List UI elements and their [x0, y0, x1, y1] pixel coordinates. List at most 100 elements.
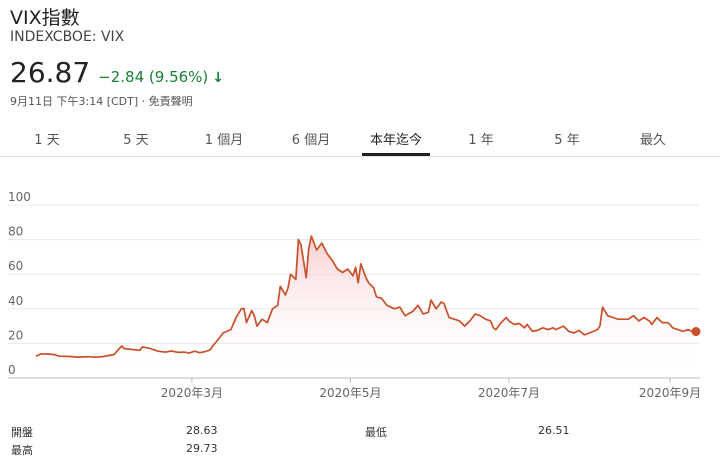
data-point: [479, 315, 481, 317]
data-point: [165, 351, 167, 353]
data-point: [48, 353, 50, 355]
data-point: [394, 308, 396, 310]
data-point: [508, 320, 510, 322]
ticker-symbol: INDEXCBOE: VIX: [10, 29, 125, 45]
data-point: [188, 352, 190, 354]
data-point: [277, 304, 279, 306]
data-point: [230, 329, 232, 331]
data-point: [235, 317, 237, 319]
data-point: [622, 318, 624, 320]
data-point: [602, 306, 604, 308]
data-point: [492, 327, 494, 329]
data-point: [638, 320, 640, 322]
data-point: [453, 318, 455, 320]
data-point: [300, 244, 302, 246]
data-point: [596, 329, 598, 331]
data-point: [183, 351, 185, 353]
data-point: [347, 268, 349, 270]
data-point: [113, 354, 115, 356]
tab-1y[interactable]: 1 年: [468, 133, 494, 148]
data-point: [430, 299, 432, 301]
data-point: [677, 329, 679, 331]
tab-1m[interactable]: 1 個月: [204, 133, 244, 148]
data-point: [131, 349, 133, 351]
y-tick-label: 100: [8, 190, 31, 204]
range-tabs: 1 天 5 天 1 個月 6 個月 本年迄今 1 年 5 年 最久: [0, 123, 720, 157]
data-point: [95, 356, 97, 358]
data-point: [599, 325, 601, 327]
data-point: [178, 351, 180, 353]
y-tick-label: 60: [8, 259, 23, 273]
data-point: [284, 294, 286, 296]
data-point: [222, 332, 224, 334]
tab-5d[interactable]: 5 天: [123, 133, 149, 148]
data-point: [643, 317, 645, 319]
data-point: [240, 308, 242, 310]
data-point: [672, 327, 674, 329]
data-point: [381, 297, 383, 299]
low-label: 最低: [365, 426, 387, 439]
data-point: [404, 315, 406, 317]
data-point: [427, 311, 429, 313]
data-point: [355, 266, 357, 268]
data-point: [121, 345, 123, 347]
data-point: [297, 239, 299, 241]
data-point: [123, 348, 125, 350]
data-point: [287, 287, 289, 289]
data-point: [53, 354, 55, 356]
data-point: [612, 317, 614, 319]
down-arrow-icon: ↓: [212, 70, 224, 86]
price-chart[interactable]: 0 20 40 60 80 100 2020年3月 2020年5月 2020年7月 2020年9…: [0, 190, 720, 410]
open-label: 開盤: [11, 426, 33, 439]
data-point: [253, 315, 255, 317]
tab-5y[interactable]: 5 年: [554, 133, 580, 148]
tab-1d[interactable]: 1 天: [34, 133, 60, 148]
quote-timestamp: 9月11日 下午3:14 [CDT]: [10, 95, 139, 108]
data-point: [669, 323, 671, 325]
data-point: [524, 327, 526, 329]
data-point: [375, 296, 377, 298]
data-point: [435, 308, 437, 310]
data-point: [170, 350, 172, 352]
low-value: 26.51: [538, 424, 570, 437]
tab-max[interactable]: 最久: [639, 133, 667, 148]
tab-6m[interactable]: 6 個月: [291, 133, 331, 148]
data-point: [35, 355, 37, 357]
data-point: [217, 339, 219, 341]
data-point: [58, 355, 60, 357]
data-point: [331, 259, 333, 261]
data-point: [568, 330, 570, 332]
data-point: [563, 325, 565, 327]
data-point: [149, 348, 151, 350]
data-point: [417, 304, 419, 306]
disclaimer-link[interactable]: 免責聲明: [148, 95, 193, 108]
open-value: 28.63: [186, 424, 218, 437]
y-tick-label: 80: [8, 225, 23, 239]
data-point: [583, 334, 585, 336]
tab-ytd[interactable]: 本年迄今: [369, 133, 423, 148]
data-point: [326, 252, 328, 254]
data-point: [578, 329, 580, 331]
data-point: [422, 313, 424, 315]
data-point: [386, 304, 388, 306]
x-tick-label: 2020年7月: [478, 386, 540, 400]
data-point: [199, 352, 201, 354]
data-point: [365, 277, 367, 279]
data-point: [266, 322, 268, 324]
data-point: [251, 310, 253, 312]
data-point: [77, 356, 79, 358]
data-point: [648, 320, 650, 322]
data-point: [531, 330, 533, 332]
data-point: [469, 320, 471, 322]
chart-area-fill: [36, 236, 696, 378]
data-point: [261, 318, 263, 320]
data-point: [526, 323, 528, 325]
data-point: [542, 327, 544, 329]
data-point: [336, 268, 338, 270]
y-tick-label: 0: [8, 363, 16, 377]
data-point: [272, 308, 274, 310]
data-point: [573, 332, 575, 334]
data-point: [360, 263, 362, 265]
data-point: [589, 332, 591, 334]
data-point: [290, 273, 292, 275]
